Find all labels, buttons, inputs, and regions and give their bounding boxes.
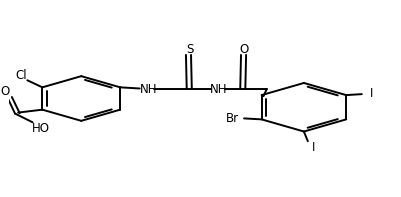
Text: O: O xyxy=(1,85,10,98)
Text: Br: Br xyxy=(226,112,239,125)
Text: S: S xyxy=(186,43,193,56)
Text: NH: NH xyxy=(140,83,158,96)
Text: NH: NH xyxy=(210,83,227,96)
Text: O: O xyxy=(239,43,249,56)
Text: Cl: Cl xyxy=(15,69,27,82)
Text: HO: HO xyxy=(31,122,49,135)
Text: I: I xyxy=(370,87,373,100)
Text: I: I xyxy=(312,141,315,154)
